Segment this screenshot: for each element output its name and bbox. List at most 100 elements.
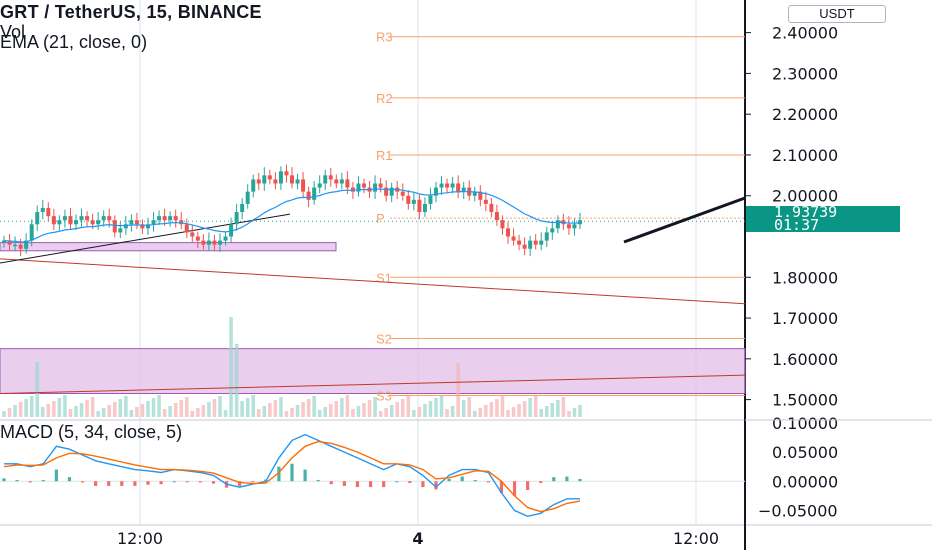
volume-bar [522, 401, 527, 417]
macd-histogram-bar [94, 481, 98, 486]
macd-histogram-bar [512, 481, 517, 496]
candle-body [295, 179, 300, 184]
volume-bar [351, 409, 355, 417]
macd-histogram-bar [15, 480, 19, 482]
volume-bar [229, 317, 233, 417]
volume-bar [378, 411, 383, 417]
candle-body [422, 203, 427, 213]
ema-line[interactable] [3, 188, 581, 243]
volume-bar [328, 404, 333, 417]
volume-bar [52, 401, 56, 417]
pivot-label-s3: S3 [376, 389, 392, 404]
volume-bar [384, 408, 388, 417]
candle-body [550, 228, 555, 233]
candle-body [356, 183, 361, 192]
candle-body [483, 199, 488, 204]
symbol-title[interactable]: GRT / TetherUS, 15, BINANCE [0, 2, 262, 22]
volume-bar [140, 404, 145, 417]
support-zone[interactable] [0, 348, 746, 394]
volume-bar [445, 409, 449, 417]
volume-bar [151, 398, 156, 417]
macd-histogram-bar [499, 481, 504, 493]
candle-body [539, 240, 544, 245]
candle-body [528, 240, 533, 249]
ema-legend[interactable]: EMA (21, close, 0) [0, 32, 148, 52]
trendline-descending[interactable] [0, 258, 746, 305]
candle-body [62, 216, 67, 221]
support-zone[interactable] [0, 242, 337, 252]
volume-bar [40, 407, 45, 417]
candle-body [51, 216, 56, 225]
projection-line[interactable] [623, 196, 746, 244]
volume-bar [544, 406, 549, 417]
candle-body [301, 179, 306, 192]
candle-body [129, 220, 134, 225]
macd-histogram-bar [172, 481, 176, 483]
volume-bar [489, 402, 494, 417]
candle-body [229, 224, 234, 237]
volume-legend[interactable]: Vol [0, 22, 26, 42]
volume-bar [101, 408, 106, 417]
candle-body [29, 224, 34, 241]
volume-bar [68, 409, 73, 417]
volume-bar [367, 400, 372, 417]
candle-body [362, 183, 366, 188]
volume-bar [506, 410, 510, 417]
volume-bar [2, 411, 6, 417]
time-tick-label: 12:00 [673, 529, 719, 548]
candle-body [46, 207, 51, 217]
macd-histogram-bar [539, 481, 543, 483]
macd-histogram-bar [460, 476, 464, 482]
volume-bar [312, 396, 316, 417]
volume-bar [168, 406, 172, 417]
candle-body [195, 236, 200, 241]
candle-body [400, 191, 405, 196]
candle-body [389, 187, 394, 196]
candle-body [7, 240, 12, 245]
candle-body [245, 191, 250, 204]
candle-body [334, 179, 339, 184]
last-price-tag: 1.93739 01:37 [746, 205, 900, 234]
currency-button[interactable]: USDT [788, 5, 886, 23]
candle-body [101, 216, 106, 221]
macd-histogram-bar [552, 477, 556, 482]
candle-body [533, 240, 538, 245]
volume-bar [423, 404, 427, 417]
volume-bar [35, 362, 40, 417]
macd-tick-label: 0.00000 [772, 472, 838, 491]
candle-body [35, 212, 40, 225]
candle-body [107, 216, 112, 221]
candle-body [273, 179, 278, 184]
volume-bar [7, 408, 12, 417]
volume-bar [578, 405, 582, 417]
volume-bar [18, 402, 23, 417]
volume-bar [373, 397, 377, 417]
candle-body [201, 240, 206, 245]
volume-bar [96, 411, 100, 417]
candle-body [90, 220, 95, 225]
trendline-support[interactable] [0, 213, 291, 264]
signal-line[interactable] [3, 440, 581, 513]
macd-histogram-bar [211, 481, 216, 484]
macd-legend[interactable]: MACD (5, 34, close, 5) [0, 422, 183, 442]
candle-body [262, 175, 267, 184]
time-tick-label: 4 [412, 529, 423, 548]
volume-bar [539, 409, 544, 417]
volume-bar [184, 397, 189, 417]
candle-body [461, 187, 466, 192]
volume-bar [572, 408, 577, 417]
volume-bar [13, 405, 17, 417]
macd-histogram-bar [447, 478, 451, 482]
candle-body [384, 187, 389, 196]
candle-body [290, 175, 294, 184]
volume-bar [561, 397, 566, 417]
macd-histogram-bar [133, 481, 137, 486]
bar-countdown: 01:37 [774, 216, 820, 234]
volume-bar [439, 395, 444, 417]
candle-body [328, 175, 333, 180]
candle-body [123, 224, 128, 229]
volume-bar [340, 398, 344, 417]
trendline-ascending[interactable] [0, 374, 746, 394]
candle-body [445, 183, 450, 188]
